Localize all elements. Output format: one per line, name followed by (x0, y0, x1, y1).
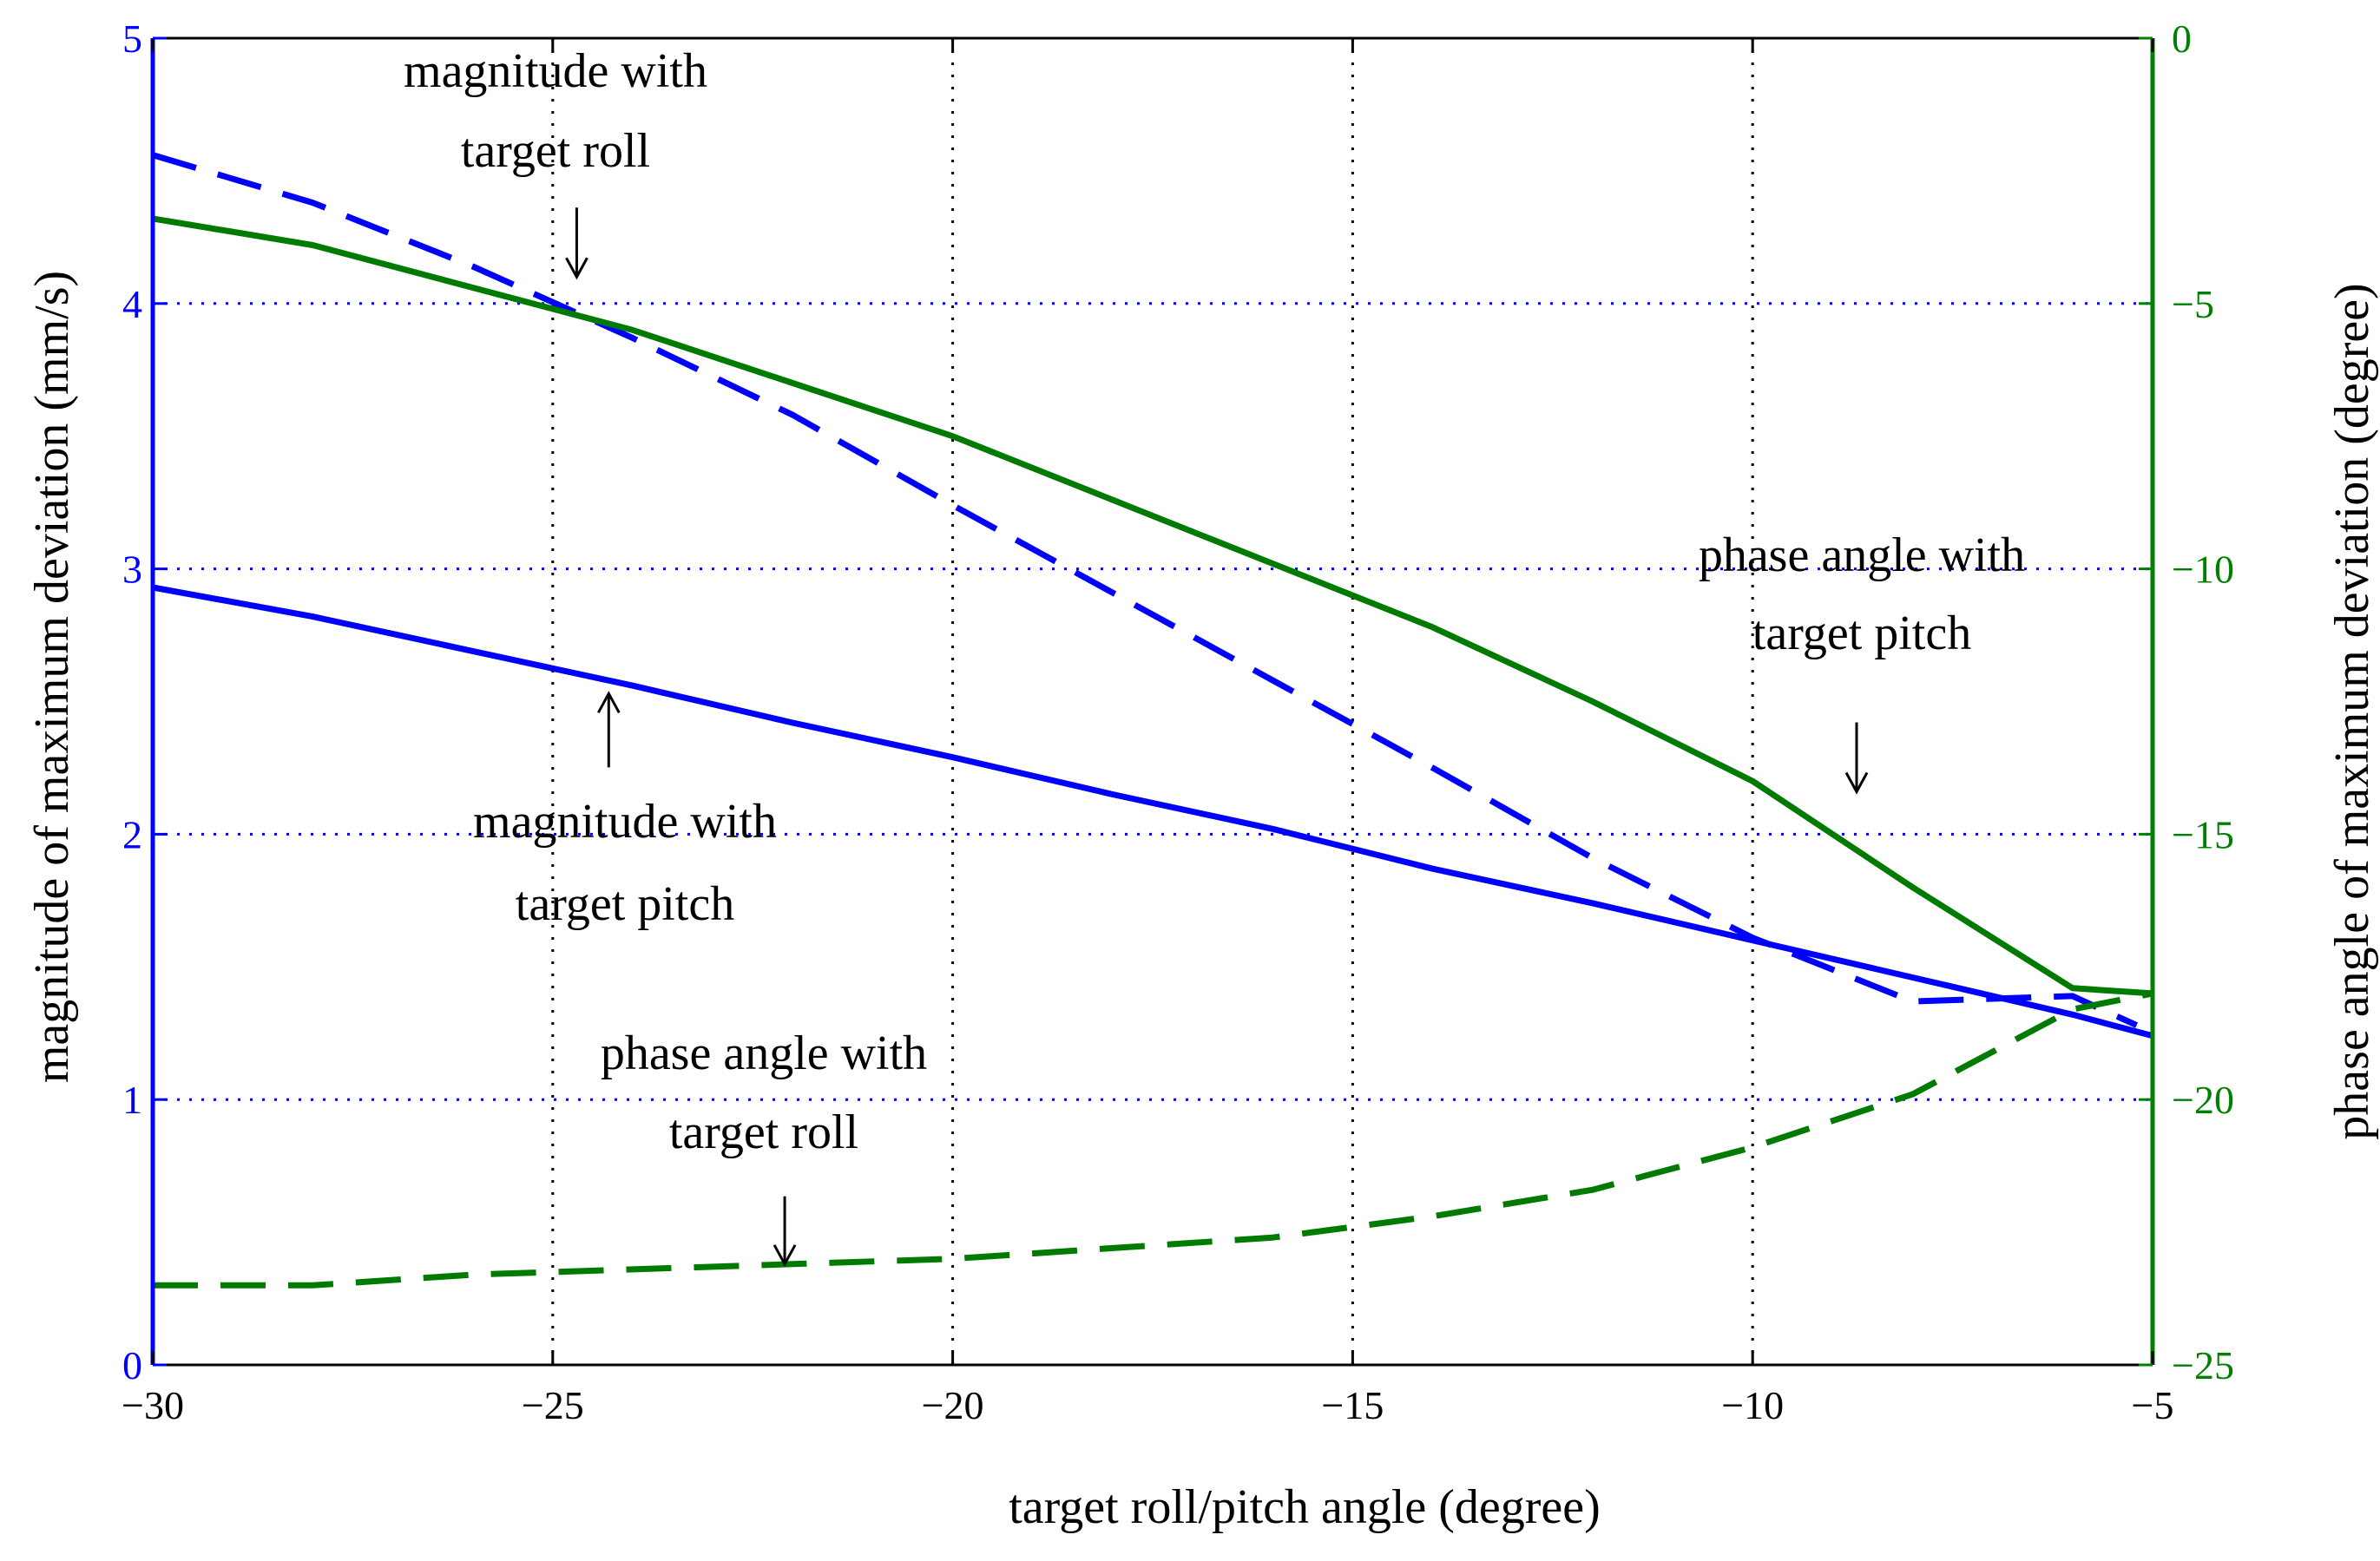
annotation-arrow-head (596, 691, 621, 714)
axes (150, 36, 2155, 1367)
y-right-tick-label: −20 (2172, 1078, 2234, 1122)
annotation-phase-roll: phase angle with target roll (601, 1026, 927, 1159)
y-axis-right-label: phase angle of maximum deviation (degree… (2325, 283, 2379, 1139)
annotation-arrows (565, 207, 1869, 1267)
x-axis-label: target roll/pitch angle (degree) (1009, 1480, 1601, 1534)
x-tick-label: −10 (1721, 1383, 1784, 1427)
y-right-tick-label: −15 (2172, 812, 2234, 856)
series-line (152, 584, 2153, 1040)
y-right-tick-label: 0 (2172, 16, 2192, 61)
tick-labels: −30 −25 −20 −15 −10 −5 0 1 2 3 4 5 −25 −20 −15 −10 −5 0 (122, 16, 2234, 1427)
annotation-line: magnitude with (473, 795, 777, 849)
series-line (152, 215, 2153, 997)
y-left-tick-label: 4 (122, 282, 142, 326)
annotation-line: phase angle with (601, 1026, 927, 1080)
x-tick-label: −20 (922, 1383, 984, 1427)
y-left-tick-label: 2 (122, 812, 142, 856)
annotation-line: target pitch (1752, 607, 1971, 660)
y-axis-left-label: magnitude of maximum deviation (mm/s) (25, 271, 79, 1083)
annotation-phase-pitch: phase angle with target pitch (1699, 528, 2025, 660)
series-line (151, 152, 2139, 1028)
annotation-line: target pitch (516, 877, 734, 931)
y-left-tick-label: 5 (122, 16, 142, 61)
y-left-tick-label: 3 (122, 548, 142, 592)
annotation-arrow-head (773, 1244, 797, 1267)
y-left-tick-label: 0 (122, 1343, 142, 1387)
x-tick-label: −15 (1321, 1383, 1384, 1427)
y-right-tick-label: −25 (2172, 1343, 2234, 1387)
x-tick-label: −25 (522, 1383, 584, 1427)
y-right-tick-label: −5 (2172, 282, 2214, 326)
series-line (153, 990, 2153, 1289)
y-left-tick-label: 1 (122, 1078, 142, 1122)
annotation-line: phase angle with (1699, 528, 2025, 582)
series-layer (151, 152, 2153, 1289)
y-right-tick-label: −10 (2172, 548, 2234, 592)
annotation-magnitude-pitch: magnitude with target pitch (473, 795, 777, 931)
grid (153, 38, 2153, 1365)
annotation-arrow-head (1844, 771, 1869, 795)
annotation-arrow-head (565, 257, 588, 280)
x-tick-label: −5 (2132, 1383, 2174, 1427)
annotation-line: magnitude with (404, 44, 707, 98)
annotation-line: target roll (669, 1105, 858, 1159)
annotation-magnitude-roll: magnitude with target roll (404, 44, 707, 178)
annotation-line: target roll (461, 124, 650, 178)
x-tick-label: −30 (122, 1383, 184, 1427)
